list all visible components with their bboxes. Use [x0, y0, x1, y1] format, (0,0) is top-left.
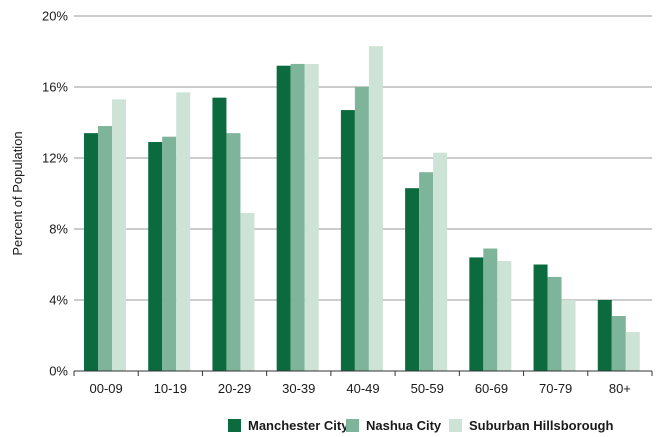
bar — [625, 331, 640, 371]
x-tick-label: 30-39 — [282, 381, 315, 396]
bar — [611, 315, 626, 371]
x-tick-label: 00-09 — [89, 381, 122, 396]
x-tick-label: 60-69 — [475, 381, 508, 396]
y-tick-label: 12% — [42, 151, 68, 166]
legend-label: Nashua City — [366, 418, 442, 433]
y-tick-label: 20% — [42, 9, 68, 24]
y-tick-label: 4% — [49, 293, 68, 308]
bar — [368, 46, 383, 372]
legend-label: Manchester City — [248, 418, 349, 433]
bar — [547, 276, 562, 371]
bar — [176, 92, 191, 371]
bar — [98, 126, 112, 371]
bar — [84, 133, 98, 371]
bar — [405, 188, 420, 371]
bar — [433, 152, 448, 371]
bar — [597, 300, 612, 371]
bar — [340, 110, 355, 371]
x-tick-label: 70-79 — [539, 381, 572, 396]
x-tick-label: 50-59 — [411, 381, 444, 396]
bar — [290, 63, 305, 372]
bar — [304, 63, 319, 372]
y-tick-label: 16% — [42, 80, 68, 95]
axes: 0% 4% 8% 12% 16% 20% 00-09 10-19 20-29 30-39 40-49… — [42, 9, 653, 396]
y-tick-label: 0% — [49, 364, 68, 379]
bars — [84, 46, 640, 372]
bar — [483, 248, 498, 371]
bar — [226, 133, 241, 371]
x-tick-label: 20-29 — [218, 381, 251, 396]
bar — [354, 87, 369, 371]
bar — [533, 264, 548, 371]
bar — [148, 142, 163, 371]
bar — [240, 213, 255, 371]
bar — [162, 136, 177, 371]
bar — [497, 260, 512, 371]
bar — [276, 65, 291, 371]
bar — [419, 172, 434, 371]
x-tick-label: 10-19 — [154, 381, 187, 396]
legend-label: Suburban Hillsborough — [469, 418, 613, 433]
legend-swatch — [228, 419, 241, 432]
bar — [212, 97, 227, 372]
bar — [112, 99, 126, 372]
bar — [561, 300, 576, 371]
y-tick-label: 8% — [49, 222, 68, 237]
y-axis-title: Percent of Population — [10, 131, 25, 255]
legend: Manchester City Nashua City Suburban Hills… — [228, 418, 613, 433]
legend-swatch — [449, 419, 462, 432]
x-tick-label: 80+ — [609, 381, 631, 396]
bar — [469, 257, 484, 371]
x-tick-label: 40-49 — [346, 381, 379, 396]
legend-swatch — [346, 419, 359, 432]
